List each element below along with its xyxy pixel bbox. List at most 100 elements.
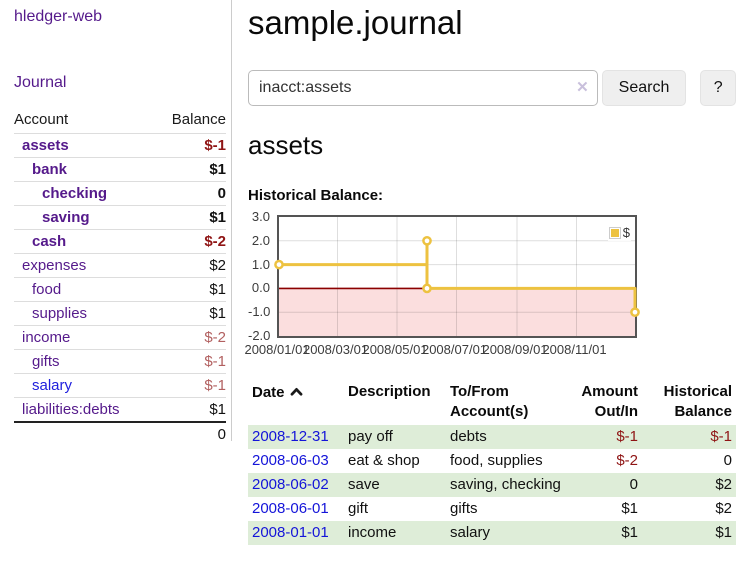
transaction-amount: $-1: [616, 428, 638, 445]
y-tick-label: 3.0: [251, 209, 270, 224]
accounts-total: 0: [151, 421, 226, 446]
account-balance: $2: [151, 253, 226, 278]
table-row: liabilities:debts $1: [14, 397, 226, 422]
sidebar-account-salary[interactable]: salary: [32, 377, 73, 394]
table-row: gifts $-1: [14, 349, 226, 374]
transaction-balance: $-1: [710, 428, 732, 445]
x-tick-label: 2008/03/01: [302, 342, 369, 357]
account-balance: $1: [151, 277, 226, 302]
accounts-header-balance: Balance: [171, 111, 226, 128]
sidebar-account-cash[interactable]: cash: [32, 233, 67, 250]
y-tick-label: 0.0: [251, 280, 270, 295]
table-row: food $1: [14, 277, 226, 302]
table-row: cash $-2: [14, 229, 226, 254]
search-button[interactable]: Search: [601, 70, 687, 106]
sidebar-account-food[interactable]: food: [32, 281, 62, 298]
sidebar-account-income[interactable]: income: [22, 329, 71, 346]
x-tick-label: 2008/11/01: [542, 342, 607, 357]
chart-legend: $: [607, 224, 631, 241]
account-balance: $1: [151, 205, 226, 230]
balance-chart: 3.0 2.0 1.0 0.0 -1.0 -2.0: [244, 209, 668, 359]
transaction-balance: $2: [715, 476, 732, 493]
transaction-description: gift: [348, 500, 369, 517]
account-balance: $-2: [151, 325, 226, 350]
register-row: 2008-12-31 pay off debts $-1 $-1: [248, 425, 736, 449]
sidebar-account-assets[interactable]: assets: [22, 137, 69, 154]
account-balance: $-1: [151, 373, 226, 398]
column-header-amount: Amount Out/In: [581, 383, 638, 420]
chart-canvas: [274, 217, 640, 336]
x-tick-label: 2008/01/01: [244, 342, 310, 357]
sidebar-account-saving[interactable]: saving: [42, 209, 90, 226]
transaction-balance: 0: [723, 452, 732, 469]
clear-search-icon[interactable]: ✕: [576, 79, 589, 96]
account-balance: $-2: [151, 229, 226, 254]
register-header-row: Date Description To/From Account(s) Amou…: [248, 379, 736, 425]
transaction-accounts: salary: [450, 524, 491, 541]
table-row: income $-2: [14, 325, 226, 350]
transaction-date-link[interactable]: 2008-12-31: [252, 428, 329, 445]
x-tick-label: 2008/09/01: [482, 342, 548, 357]
table-row: saving $1: [14, 205, 226, 230]
register-row: 2008-01-01 income salary $1 $1: [248, 521, 736, 545]
chart-plot-area: $: [274, 215, 640, 338]
search-input[interactable]: [248, 70, 598, 106]
account-balance: $1: [151, 157, 226, 182]
transaction-date-link[interactable]: 2008-06-03: [252, 452, 329, 469]
transaction-amount: $-2: [616, 452, 638, 469]
sidebar-account-bank[interactable]: bank: [32, 161, 68, 178]
register-row: 2008-06-01 gift gifts $1 $2: [248, 497, 736, 521]
sidebar-account-gifts[interactable]: gifts: [32, 353, 60, 370]
transaction-description: save: [348, 476, 380, 493]
transaction-accounts: food, supplies: [450, 452, 543, 469]
negative-region: [279, 288, 635, 336]
table-row: supplies $1: [14, 301, 226, 326]
page-title: sample.journal: [248, 4, 463, 41]
accounts-total-row: 0: [14, 421, 226, 446]
column-header-description: Description: [348, 383, 431, 400]
transaction-date-link[interactable]: 2008-06-02: [252, 476, 329, 493]
sidebar-account-expenses[interactable]: expenses: [22, 257, 87, 274]
transaction-description: income: [348, 524, 397, 541]
y-tick-label: 2.0: [251, 233, 270, 248]
account-balance: $1: [151, 397, 226, 422]
sidebar: hledger-web Journal Account Balance asse…: [0, 0, 232, 446]
transaction-description: pay off: [348, 428, 393, 445]
app-brand-link[interactable]: hledger-web: [14, 8, 103, 25]
transaction-date-link[interactable]: 2008-01-01: [252, 524, 329, 541]
legend-label: $: [622, 225, 630, 240]
balance-series-line: [279, 239, 637, 313]
transaction-description: eat & shop: [348, 452, 420, 469]
account-balance: $1: [151, 301, 226, 326]
column-header-date[interactable]: Date: [248, 379, 344, 425]
transaction-amount: $1: [621, 524, 638, 541]
account-balance: 0: [151, 181, 226, 206]
main-content: sample.journal ✕ Search ? assets Histori…: [244, 0, 742, 545]
sidebar-item-journal[interactable]: Journal: [14, 74, 67, 91]
transaction-date-link[interactable]: 2008-06-01: [252, 500, 329, 517]
sidebar-account-supplies[interactable]: supplies: [32, 305, 88, 322]
y-tick-label: -1.0: [248, 304, 271, 319]
x-axis-labels: 2008/01/01 2008/03/01 2008/05/01 2008/07…: [244, 342, 633, 358]
sidebar-account-checking[interactable]: checking: [42, 185, 108, 202]
chart-title: Historical Balance:: [248, 187, 384, 204]
sidebar-account-liabilities-debts[interactable]: liabilities:debts: [22, 401, 120, 418]
column-header-date-label: Date: [252, 384, 285, 401]
data-point-markers: [274, 235, 640, 318]
table-row: checking 0: [14, 181, 226, 206]
help-button[interactable]: ?: [700, 70, 736, 106]
account-balance: $-1: [151, 133, 226, 158]
sort-ascending-icon: [290, 382, 303, 402]
accounts-tree: Account Balance assets $-1 bank $1 check…: [14, 108, 226, 446]
register-row: 2008-06-03 eat & shop food, supplies $-2…: [248, 449, 736, 473]
transaction-balance: $1: [715, 524, 732, 541]
transaction-amount: $1: [621, 500, 638, 517]
y-tick-label: 1.0: [251, 257, 270, 272]
x-tick-label: 2008/05/01: [362, 342, 428, 357]
x-tick-label: 2008/07/01: [421, 342, 488, 357]
transaction-accounts: debts: [450, 428, 487, 445]
table-row: bank $1: [14, 157, 226, 182]
account-heading: assets: [248, 130, 324, 160]
accounts-header-account: Account: [14, 111, 69, 128]
transaction-accounts: gifts: [450, 500, 478, 517]
